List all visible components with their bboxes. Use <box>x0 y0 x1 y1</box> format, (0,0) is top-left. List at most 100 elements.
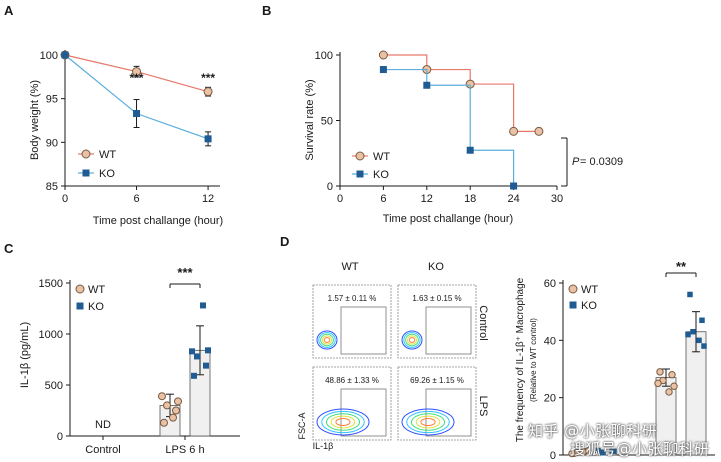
a-legend-label-ko: KO <box>99 168 115 180</box>
a-legend-marker-wt <box>81 149 91 159</box>
d-bar-y-axis-label: The frequency of IL-1β⁺ Macrophage <box>515 277 526 442</box>
panel-label-a: A <box>4 3 14 18</box>
c-y-tick-label: 1500 <box>39 278 63 290</box>
d-flow-contour <box>323 337 331 343</box>
c-y-tick-label: 1000 <box>39 329 63 341</box>
d-point-lps-ko <box>690 328 696 335</box>
c-x-tick-label: Control <box>85 444 120 456</box>
panel-label-d: D <box>280 234 289 249</box>
c-point-ko <box>200 302 206 309</box>
d-flow-contour <box>408 337 416 343</box>
d-legend-label-ko: KO <box>581 300 597 312</box>
d-gate-value: 69.26 ± 1.15 % <box>410 376 464 385</box>
c-legend-label-ko: KO <box>88 301 104 313</box>
d-flow-contour <box>405 333 419 347</box>
c-point-wt <box>160 418 168 427</box>
a-point-ko <box>61 51 69 59</box>
d-flow-gate <box>340 306 387 355</box>
d-point-control-ko <box>600 449 606 456</box>
b-x-tick-label: 24 <box>507 193 519 205</box>
b-x-tick-label: 0 <box>337 193 343 205</box>
d-point-control-wt <box>579 448 587 456</box>
d-flow-contour <box>406 410 450 434</box>
d-flow-col-label-ko: KO <box>428 261 444 273</box>
d-point-control-wt <box>568 449 576 458</box>
a-significance: *** <box>130 71 144 85</box>
c-legend-marker-ko <box>76 302 84 310</box>
a-x-tick-label: 0 <box>62 193 68 205</box>
b-legend-marker-ko <box>356 170 364 178</box>
d-gate-value: 1.57 ± 0.11 % <box>328 294 377 303</box>
b-legend-label-ko: KO <box>373 169 389 181</box>
c-point-wt <box>174 397 182 406</box>
a-y-axis-label: Body weight (%) <box>29 80 41 160</box>
b-y-tick-label: 100 <box>315 50 333 62</box>
d-point-lps-wt <box>656 368 664 376</box>
d-bar-y-tick-label: 0 <box>550 450 556 462</box>
panel-label-c: C <box>4 241 14 256</box>
b-y-axis-label: Survival rate (%) <box>304 79 316 160</box>
a-legend-marker-ko <box>82 169 90 177</box>
d-point-lps-ko <box>696 337 702 344</box>
d-point-lps-wt <box>670 382 678 390</box>
c-point-wt <box>163 401 171 410</box>
b-legend-marker-wt <box>355 151 365 161</box>
b-point-wt <box>378 50 388 60</box>
a-x-tick-label: 12 <box>202 193 214 205</box>
b-x-axis-label: Time post challange (hour) <box>383 213 513 225</box>
d-flow-contour <box>330 415 356 429</box>
a-significance: *** <box>201 71 215 85</box>
d-legend-label-wt: WT <box>581 284 598 296</box>
a-point-ko <box>133 110 141 118</box>
watermark-sohu: 搜狐号@小张聊科研 <box>570 440 710 458</box>
c-point-ko <box>191 372 197 379</box>
b-y-tick-label: 0 <box>327 181 333 193</box>
b-point-ko <box>423 81 431 89</box>
c-point-ko <box>194 353 200 360</box>
d-flow-plot-ko-control <box>397 284 477 359</box>
c-point-ko <box>205 347 211 354</box>
a-x-axis-label: Time post challange (hour) <box>93 215 223 227</box>
d-flow-contour <box>325 413 361 431</box>
d-point-control-ko <box>595 447 601 454</box>
d-flow-contour <box>406 335 418 345</box>
d-point-lps-ko <box>699 317 705 324</box>
d-bar-y-tick-label: 60 <box>544 278 556 290</box>
c-nd-label: ND <box>95 419 111 431</box>
c-point-wt <box>158 392 166 401</box>
a-point-ko <box>204 135 212 143</box>
d-point-lps-wt <box>668 371 676 379</box>
b-point-ko <box>379 66 387 74</box>
d-flow-contour <box>321 410 365 434</box>
d-significance: ** <box>676 259 687 274</box>
d-flow-y-label: FSC-A <box>297 413 307 440</box>
d-flow-gate <box>425 306 472 355</box>
a-point-wt <box>203 87 213 97</box>
b-y-tick-label: 50 <box>321 116 333 128</box>
b-x-tick-label: 30 <box>551 193 563 205</box>
d-point-lps-ko <box>701 343 707 349</box>
d-point-lps-wt <box>654 379 662 388</box>
d-flow-contour <box>401 408 455 436</box>
b-pvalue-text: = 0.0309 <box>580 156 623 168</box>
b-x-tick-label: 6 <box>380 193 386 205</box>
c-y-axis-label: IL-1β (pg/mL) <box>19 322 31 388</box>
a-point-wt <box>132 67 142 77</box>
a-legend-label-wt: WT <box>99 149 116 161</box>
b-point-wt <box>509 126 519 136</box>
c-y-tick-label: 500 <box>45 380 63 392</box>
d-flow-plot-wt-lps <box>312 366 392 441</box>
a-y-tick-label: 95 <box>46 94 58 106</box>
c-point-ko <box>189 348 195 355</box>
d-flow-contour <box>403 332 421 348</box>
d-flow-contour <box>320 333 334 347</box>
panel-label-b: B <box>262 3 271 18</box>
d-flow-gate <box>340 388 387 437</box>
d-flow-row-label-control: Control <box>477 305 489 340</box>
b-legend-label-wt: WT <box>373 151 390 163</box>
d-flow-row-label-lps: LPS <box>477 396 489 417</box>
d-bar-y-axis-label-2: (Relative to WT control) <box>529 318 538 402</box>
b-point-wt <box>534 126 544 136</box>
d-flow-contour <box>316 408 370 436</box>
